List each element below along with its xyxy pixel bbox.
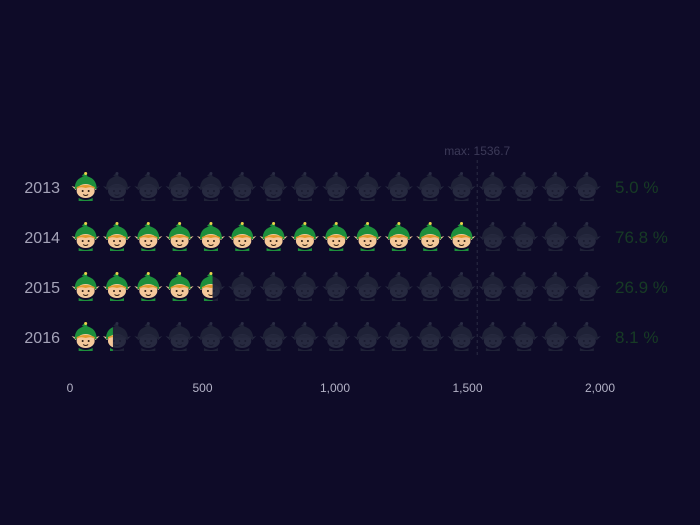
x-tick-label: 1,000	[320, 381, 350, 395]
elf-icon	[385, 222, 413, 251]
elf-icon-inactive	[197, 172, 225, 201]
elf-icon	[103, 272, 131, 301]
elf-icon-inactive	[354, 322, 382, 351]
elf-icon	[72, 322, 100, 351]
elf-icon-inactive	[322, 322, 350, 351]
data-label: 5.0 %	[615, 178, 658, 197]
bars-layer: 2013 5.0 % 2014 76.8 % 2015 26.9 % 2016 8.1 %	[24, 172, 668, 351]
elf-icon	[260, 222, 288, 251]
elf-icon	[103, 222, 131, 251]
elf-icon-inactive	[260, 172, 288, 201]
elf-icon	[166, 222, 194, 251]
x-axis: 0 500 1,000 1,500 2,000	[67, 381, 616, 395]
elf-icon-inactive	[260, 272, 288, 301]
elf-icon	[322, 222, 350, 251]
inactive-icons	[72, 172, 601, 201]
elf-icon	[134, 272, 162, 301]
bar-row-2016: 2016 8.1 %	[24, 322, 658, 351]
elf-icon	[166, 272, 194, 301]
elf-icon-inactive	[479, 172, 507, 201]
inactive-icons	[72, 322, 601, 351]
elf-icon-inactive	[573, 222, 601, 251]
elf-icon-inactive	[542, 322, 570, 351]
bar-row-2014: 2014 76.8 %	[24, 222, 668, 251]
elf-icon-inactive	[354, 272, 382, 301]
elf-icon-inactive	[416, 172, 444, 201]
elf-icon-inactive	[510, 172, 538, 201]
data-label: 26.9 %	[615, 278, 668, 297]
elf-icon-inactive	[510, 272, 538, 301]
data-label: 76.8 %	[615, 228, 668, 247]
bar-row-2013: 2013 5.0 %	[24, 172, 658, 201]
y-tick-label: 2015	[24, 280, 60, 297]
x-tick-label: 0	[67, 381, 74, 395]
elf-icon-inactive	[322, 272, 350, 301]
elf-icon	[72, 222, 100, 251]
y-tick-label: 2013	[24, 180, 60, 197]
elf-icon	[72, 272, 100, 301]
elf-icon	[134, 222, 162, 251]
elf-icon-inactive	[416, 322, 444, 351]
elf-icon-inactive	[479, 322, 507, 351]
elf-icon-inactive	[354, 172, 382, 201]
elf-icon-inactive	[385, 272, 413, 301]
elf-icon-inactive	[291, 272, 319, 301]
elf-icon-inactive	[228, 322, 256, 351]
elf-icon-inactive	[479, 272, 507, 301]
elf-icon-inactive	[573, 322, 601, 351]
elf-icon	[72, 172, 100, 201]
elf-icon-inactive	[385, 172, 413, 201]
elf-icon	[228, 222, 256, 251]
elf-icon-inactive	[291, 172, 319, 201]
elf-icon	[416, 222, 444, 251]
x-tick-label: 500	[192, 381, 212, 395]
y-tick-label: 2014	[24, 230, 60, 247]
elf-icon-inactive	[322, 172, 350, 201]
elf-icon-inactive	[573, 272, 601, 301]
elf-icon-inactive	[448, 272, 476, 301]
elf-icon-inactive	[479, 222, 507, 251]
elf-icon	[354, 222, 382, 251]
elf-icon-inactive	[448, 172, 476, 201]
elf-icon-inactive	[134, 322, 162, 351]
y-tick-label: 2016	[24, 330, 60, 347]
elf-icon-inactive	[510, 322, 538, 351]
elf-icon	[291, 222, 319, 251]
x-tick-label: 1,500	[452, 381, 482, 395]
elf-icon	[448, 222, 476, 251]
elf-icon-inactive	[166, 322, 194, 351]
elf-icon-inactive	[166, 172, 194, 201]
elf-icon-inactive	[542, 172, 570, 201]
elf-icon-inactive	[573, 172, 601, 201]
elf-icon-inactive	[260, 322, 288, 351]
elf-icon	[197, 222, 225, 251]
elf-icon-inactive	[197, 322, 225, 351]
elf-icon-inactive	[228, 272, 256, 301]
elf-icon-inactive	[510, 222, 538, 251]
bar-row-2015: 2015 26.9 %	[24, 272, 668, 301]
elf-icon-inactive	[416, 272, 444, 301]
elf-icon-inactive	[228, 172, 256, 201]
x-tick-label: 2,000	[585, 381, 615, 395]
max-annotation: max: 1536.7	[444, 144, 510, 158]
data-label: 8.1 %	[615, 328, 658, 347]
elf-icon-inactive	[448, 322, 476, 351]
elf-icon-inactive	[542, 222, 570, 251]
elf-icon-inactive	[291, 322, 319, 351]
elf-icon-inactive	[542, 272, 570, 301]
elf-icon-inactive	[134, 172, 162, 201]
elf-icon-inactive	[385, 322, 413, 351]
elf-icon-inactive	[103, 172, 131, 201]
